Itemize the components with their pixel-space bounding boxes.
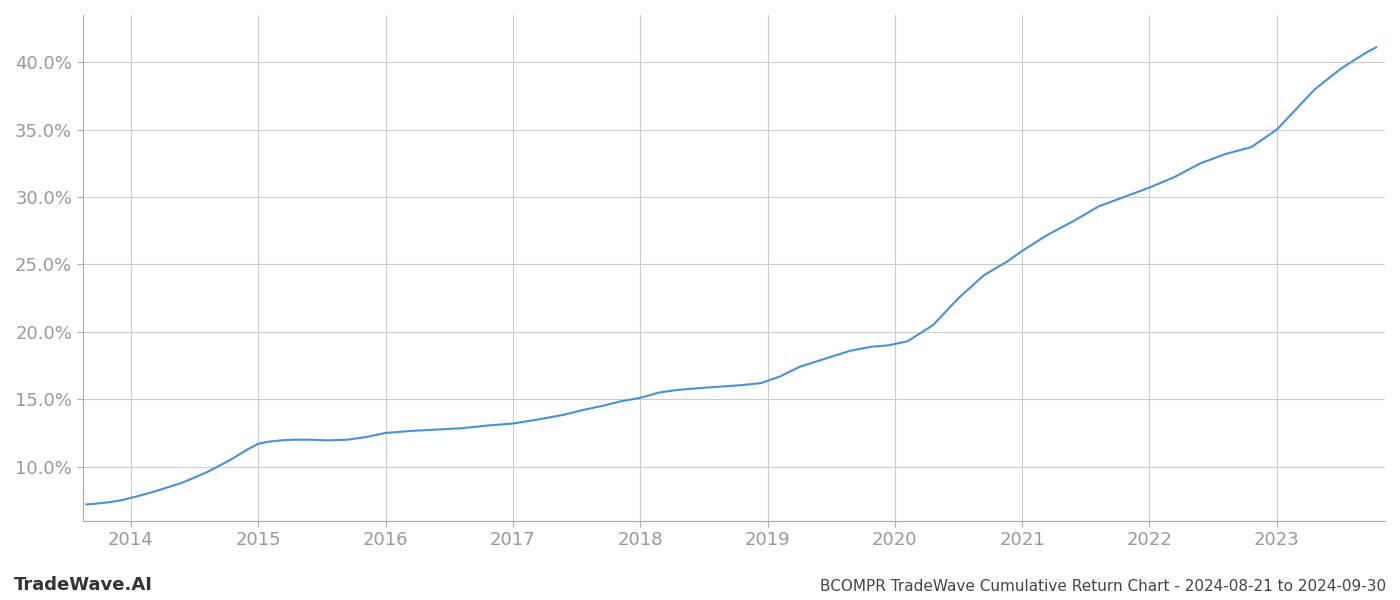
Text: BCOMPR TradeWave Cumulative Return Chart - 2024-08-21 to 2024-09-30: BCOMPR TradeWave Cumulative Return Chart… bbox=[820, 579, 1386, 594]
Text: TradeWave.AI: TradeWave.AI bbox=[14, 576, 153, 594]
